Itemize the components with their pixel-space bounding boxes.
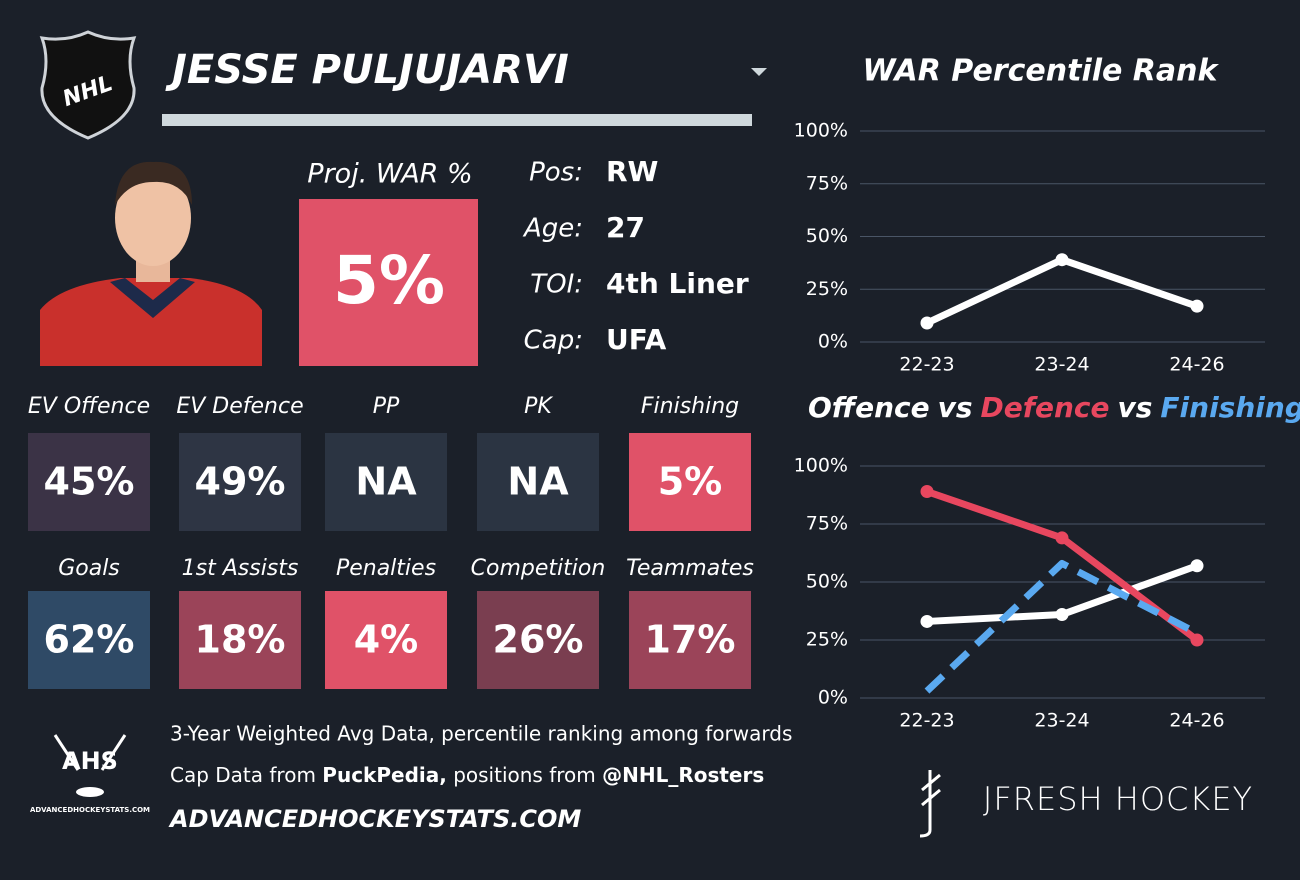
footer-part: @NHL_Rosters xyxy=(602,763,764,787)
tile xyxy=(325,433,447,531)
y-tick-label: 75% xyxy=(806,513,848,535)
tile-label: PP xyxy=(373,394,400,419)
footer-part: Cap Data from xyxy=(170,763,322,787)
bio-label: TOI: xyxy=(530,270,583,300)
y-tick-label: 100% xyxy=(794,120,848,142)
nhl-shield xyxy=(39,30,137,140)
tile-value: 62% xyxy=(44,618,135,662)
bio-value: 27 xyxy=(606,211,645,244)
y-tick-label: 0% xyxy=(818,331,848,353)
title-separator: vs xyxy=(1117,391,1152,424)
y-tick-label: 0% xyxy=(818,687,848,709)
point xyxy=(1055,531,1069,545)
x-tick-label: 24-26 xyxy=(1169,710,1224,732)
y-tick-label: 100% xyxy=(794,455,848,477)
tile xyxy=(179,433,301,531)
bio-value: RW xyxy=(606,155,659,188)
footer-part: PuckPedia, xyxy=(322,763,447,787)
legend-entry: Defence xyxy=(981,391,1110,424)
y-tick-label: 25% xyxy=(806,629,848,651)
y-tick-label: 50% xyxy=(806,225,848,247)
series-line xyxy=(924,559,1199,694)
dropdown-arrow[interactable] xyxy=(751,68,767,76)
ahs-logo-text: AHS xyxy=(62,747,118,775)
tile xyxy=(477,591,599,689)
y-tick-label: 75% xyxy=(806,172,848,194)
y-tick-label: 25% xyxy=(806,278,848,300)
tile xyxy=(629,591,751,689)
tile-value: 45% xyxy=(44,460,135,504)
footer-line: 3-Year Weighted Avg Data, percentile ran… xyxy=(170,722,792,746)
x-tick-label: 22-23 xyxy=(899,354,954,376)
tile-value: NA xyxy=(355,460,417,504)
bio-value: 4th Liner xyxy=(606,267,749,300)
tile-label: EV Offence xyxy=(28,394,150,419)
point xyxy=(1190,299,1204,313)
x-tick-label: 23-24 xyxy=(1034,710,1089,732)
proj-war-value: 5% xyxy=(333,242,445,319)
bio-label: Age: xyxy=(522,214,583,244)
tile-value: 49% xyxy=(195,460,286,504)
footer-line: Cap Data from PuckPedia, positions from … xyxy=(170,763,764,787)
proj-war-box xyxy=(299,199,478,366)
bio: Pos: RW Age: 27 TOI: 4th Liner Cap: UFA xyxy=(522,155,749,356)
brand-name: JFRESH HOCKEY xyxy=(983,780,1253,818)
point xyxy=(1055,253,1069,267)
footer-site: ADVANCEDHOCKEYSTATS.COM xyxy=(168,805,581,833)
ahs-site-text: ADVANCEDHOCKEYSTATS.COM xyxy=(30,806,150,814)
tile-label: Goals xyxy=(58,556,120,581)
tile xyxy=(179,591,301,689)
tile-value: 17% xyxy=(645,618,736,662)
y-tick-label: 50% xyxy=(806,571,848,593)
tile xyxy=(28,433,150,531)
x-tick-label: 22-23 xyxy=(899,710,954,732)
legend-entry: Offence xyxy=(808,391,930,424)
tile-label: Penalties xyxy=(336,556,436,581)
tile-value: NA xyxy=(507,460,569,504)
bio-label: Cap: xyxy=(524,326,583,356)
title-separator: vs xyxy=(938,391,973,424)
tile-value: 18% xyxy=(195,618,286,662)
tile xyxy=(28,591,150,689)
point xyxy=(1190,559,1204,573)
chart-title: WAR Percentile Rank xyxy=(863,54,1220,89)
x-tick-label: 24-26 xyxy=(1169,354,1224,376)
tile-label: Finishing xyxy=(641,394,739,419)
tile-value: 5% xyxy=(658,460,723,504)
bio-label: Pos: xyxy=(529,158,583,188)
tile-value: 26% xyxy=(493,618,584,662)
point xyxy=(1190,633,1204,647)
chart-title: Offence vs Defence vs Finishing xyxy=(808,391,1300,424)
tile xyxy=(629,433,751,531)
charts: WAR Percentile Rank 0% 25% 50% 75% 100% 22-23 2… xyxy=(794,54,1300,732)
footer-part: positions from xyxy=(447,763,602,787)
tile xyxy=(477,433,599,531)
tile xyxy=(325,591,447,689)
bio-value: UFA xyxy=(606,323,667,356)
proj-war-label: Proj. WAR % xyxy=(307,159,472,190)
tile-label: PK xyxy=(524,394,553,419)
player-name: JESSE PULJUJARVI xyxy=(165,47,569,93)
ahs-logo xyxy=(53,734,127,797)
point xyxy=(920,614,934,628)
point xyxy=(920,485,934,499)
tiles: EV Offence 45% EV Defence 49% PP NA PK NA Finish… xyxy=(28,394,754,689)
tile-label: EV Defence xyxy=(176,394,303,419)
tile-label: 1st Assists xyxy=(182,556,299,581)
point xyxy=(920,316,934,330)
player-photo xyxy=(40,161,262,366)
tile-label: Competition xyxy=(471,556,606,581)
tile-label: Teammates xyxy=(626,556,754,581)
point xyxy=(1055,607,1069,621)
tile-value: 4% xyxy=(354,618,419,662)
legend-entry: Finishing xyxy=(1160,391,1300,424)
x-tick-label: 23-24 xyxy=(1034,354,1089,376)
brand-glyph xyxy=(919,770,941,838)
name-underline xyxy=(162,114,752,126)
